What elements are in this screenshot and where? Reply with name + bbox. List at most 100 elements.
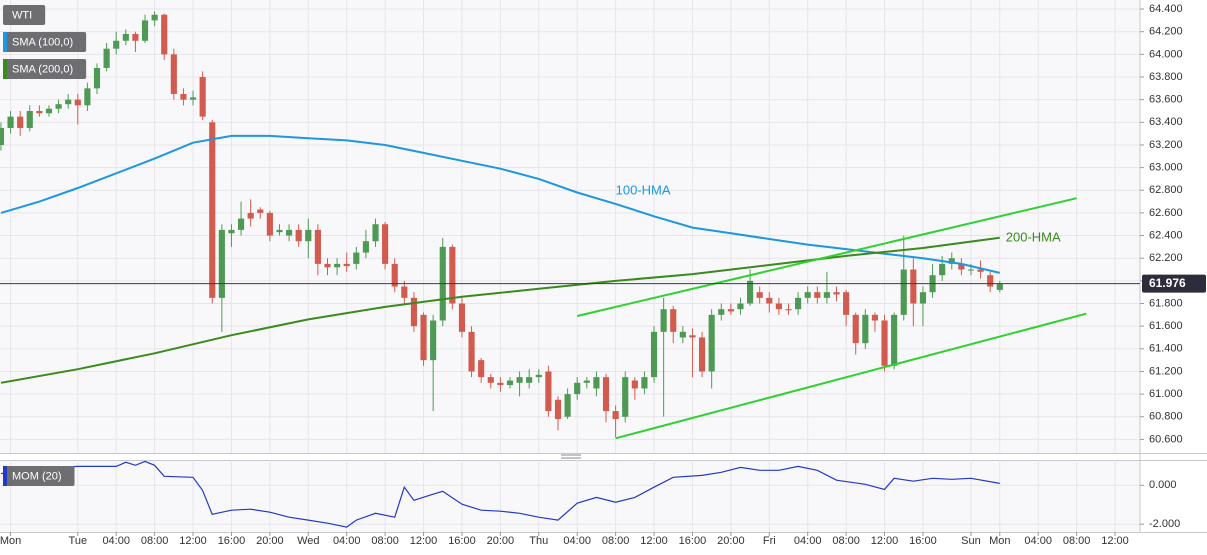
candle-body bbox=[554, 399, 562, 420]
candle-body bbox=[564, 394, 571, 417]
x-tick-label: 16:00 bbox=[679, 535, 707, 547]
y-tick-label: 62.400 bbox=[1149, 229, 1183, 241]
candle-body bbox=[871, 314, 879, 321]
candle-body bbox=[987, 275, 994, 287]
candle-body bbox=[823, 292, 830, 298]
candle-body bbox=[449, 246, 456, 304]
candle-body bbox=[612, 411, 619, 420]
candle-body bbox=[497, 382, 504, 386]
candle-body bbox=[977, 269, 984, 272]
candle-body bbox=[487, 377, 494, 383]
x-tick-label: 08:00 bbox=[1063, 535, 1091, 547]
x-tick-label: 20:00 bbox=[487, 535, 515, 547]
candle-body bbox=[583, 380, 590, 383]
candle-body bbox=[641, 377, 648, 389]
y-tick-label: 63.200 bbox=[1149, 139, 1183, 151]
last-price-label: 61.976 bbox=[1149, 276, 1186, 290]
candle-body bbox=[74, 99, 81, 106]
legend-label: MOM (20) bbox=[12, 470, 62, 482]
candle-body bbox=[141, 20, 149, 41]
label-layer: 60.600 60.800 61.000 61.200 61.400 61.600 61.8… bbox=[0, 3, 1206, 547]
candle-body bbox=[756, 292, 763, 298]
x-tick-label: Mon bbox=[989, 535, 1010, 547]
x-tick-label: 16:00 bbox=[448, 535, 476, 547]
candle-body bbox=[305, 229, 312, 242]
candle-body bbox=[775, 303, 782, 310]
candle-body bbox=[900, 269, 907, 315]
y-tick-label: 61.400 bbox=[1149, 343, 1183, 355]
candle-body bbox=[410, 297, 418, 327]
candle-body bbox=[708, 314, 715, 372]
candle-body bbox=[718, 309, 725, 315]
x-tick-label: 04:00 bbox=[1024, 535, 1052, 547]
y-tick-label: 64.400 bbox=[1149, 3, 1183, 15]
legend-entry: WTI bbox=[3, 5, 46, 25]
candle-body bbox=[737, 303, 744, 310]
candle-body bbox=[55, 104, 62, 109]
x-tick-label: Thu bbox=[529, 535, 548, 547]
y-tick-label: 61.200 bbox=[1149, 365, 1183, 377]
moving-average-line bbox=[0, 134, 1001, 274]
candle-body bbox=[814, 292, 821, 298]
x-tick-label: 12:00 bbox=[640, 535, 668, 547]
x-tick-label: 04:00 bbox=[794, 535, 822, 547]
x-tick-label: 12:00 bbox=[179, 535, 207, 547]
x-tick-label: Fri bbox=[763, 535, 776, 547]
x-tick-label: Sun bbox=[961, 535, 981, 547]
candle-body bbox=[766, 297, 773, 304]
x-tick-label: Wed bbox=[297, 535, 319, 547]
candle-body bbox=[670, 309, 677, 332]
y-tick-label: 63.800 bbox=[1149, 71, 1183, 83]
candle-body bbox=[526, 377, 533, 383]
candle-body bbox=[843, 292, 850, 315]
candle-body bbox=[237, 218, 245, 230]
candle-body bbox=[506, 380, 514, 386]
line-label: 100-HMA bbox=[616, 182, 671, 197]
x-tick-label: 04:00 bbox=[102, 535, 130, 547]
candle-body bbox=[314, 229, 321, 264]
moving-average-line bbox=[0, 236, 1000, 384]
candle-body bbox=[948, 258, 955, 264]
candle-body bbox=[382, 224, 389, 264]
candle-body bbox=[17, 116, 24, 128]
legend-label: SMA (200,0) bbox=[12, 63, 73, 75]
candle-body bbox=[852, 314, 859, 344]
candle-body bbox=[689, 335, 696, 338]
candle-body bbox=[650, 331, 658, 378]
y-tick-label: -2.000 bbox=[1149, 518, 1180, 530]
candle-body bbox=[65, 99, 72, 105]
candle-body bbox=[401, 286, 408, 298]
x-tick-label: 04:00 bbox=[333, 535, 361, 547]
candle-body bbox=[795, 297, 802, 310]
candle-body bbox=[266, 212, 273, 236]
panel-handle[interactable] bbox=[561, 454, 581, 459]
candle-body bbox=[170, 54, 177, 94]
legend-box bbox=[3, 5, 46, 25]
x-tick-label: 16:00 bbox=[909, 535, 937, 547]
x-tick-label: 04:00 bbox=[563, 535, 591, 547]
y-tick-label: 62.200 bbox=[1149, 252, 1183, 264]
candle-body bbox=[574, 382, 581, 395]
candle-body bbox=[545, 371, 552, 412]
candle-body bbox=[7, 116, 14, 128]
y-tick-label: 62.800 bbox=[1149, 184, 1183, 196]
candle-body bbox=[276, 229, 283, 233]
legend-entry: SMA (100,0) bbox=[3, 32, 87, 52]
legend-swatch bbox=[3, 59, 7, 79]
candle-body bbox=[45, 108, 53, 114]
legend-entry: MOM (20) bbox=[3, 466, 75, 486]
y-tick-label: 62.600 bbox=[1149, 207, 1183, 219]
x-tick-label: 16:00 bbox=[218, 535, 246, 547]
candle-body bbox=[93, 67, 101, 89]
candle-body bbox=[26, 110, 33, 128]
candle-body bbox=[958, 263, 965, 270]
candle-body bbox=[362, 241, 369, 253]
candle-body bbox=[372, 224, 379, 242]
candle-body bbox=[247, 212, 254, 219]
candle-body bbox=[631, 380, 638, 389]
candle-body bbox=[295, 229, 302, 242]
legend-swatch bbox=[3, 32, 7, 52]
y-tick-label: 63.000 bbox=[1149, 162, 1183, 174]
candle-body bbox=[0, 127, 5, 145]
candle-body bbox=[36, 110, 43, 114]
